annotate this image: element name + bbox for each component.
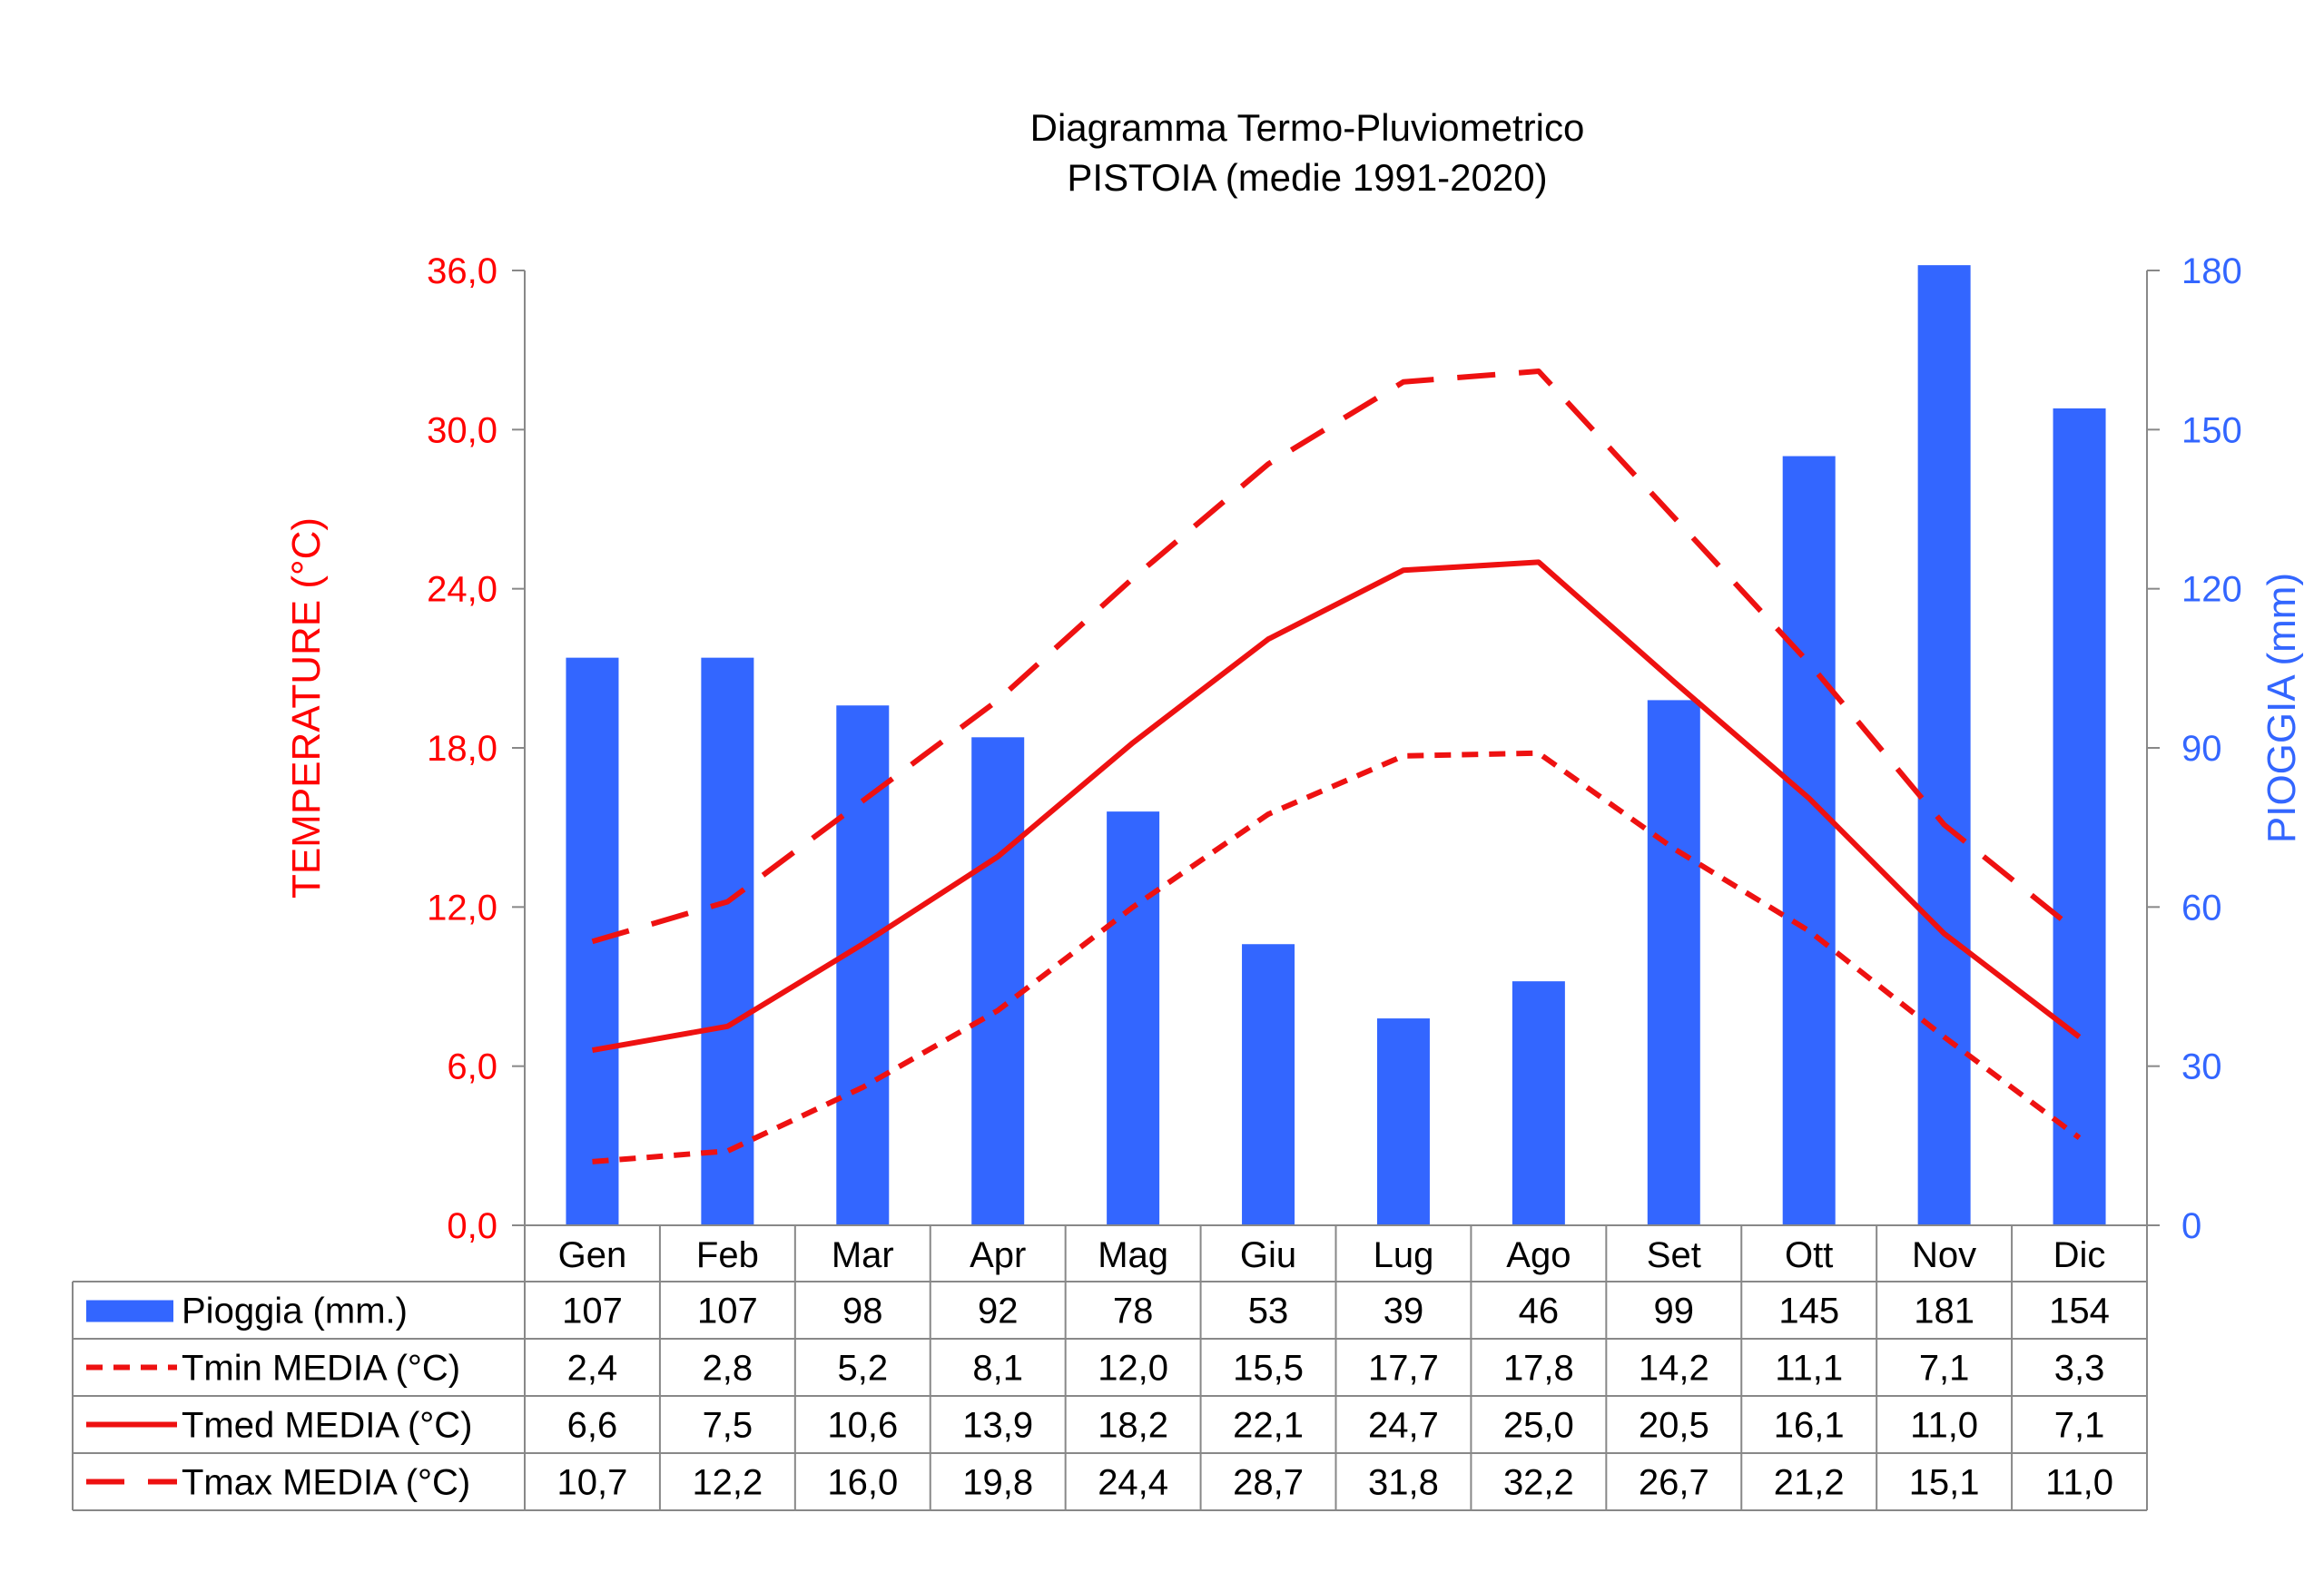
y-left-tick-label: 6,0 (447, 1047, 497, 1087)
legend-entry-label: Tmed MEDIA (°C) (182, 1406, 472, 1446)
y-right-tick-label: 30 (2181, 1047, 2222, 1087)
x-tick-label: Lug (1374, 1235, 1434, 1275)
y-right-tick-label: 180 (2181, 251, 2242, 291)
legend-entry-label: Tmax MEDIA (°C) (182, 1463, 470, 1503)
table-cell-value: 2,4 (567, 1349, 618, 1389)
line-tmin (592, 750, 2082, 1164)
x-tick-label: Ott (1785, 1235, 1833, 1275)
table-cell-value: 10,7 (557, 1463, 628, 1503)
table-cell-value: 7,5 (703, 1406, 753, 1446)
table-cell-value: 53 (1248, 1292, 1289, 1331)
table-cell-value: 181 (1914, 1292, 1974, 1331)
table-cell-value: 107 (562, 1292, 623, 1331)
table-cell-value: 92 (978, 1292, 1019, 1331)
table-cell-value: 15,1 (1909, 1463, 1980, 1503)
legend-key-bar (86, 1300, 173, 1322)
y-right-tick-label: 90 (2181, 729, 2222, 769)
y-left-tick-label: 24,0 (427, 570, 497, 610)
table-cell-value: 7,1 (2054, 1406, 2105, 1446)
table-cell-value: 8,1 (972, 1349, 1023, 1389)
y-left-tick-label: 18,0 (427, 729, 497, 769)
y-left-axis-label: TEMPERATURE (°C) (284, 517, 329, 899)
bar-set (1647, 700, 1700, 1225)
table-cell-value: 15,5 (1233, 1349, 1304, 1389)
table-cell-value: 14,2 (1639, 1349, 1709, 1389)
table-cell-value: 24,7 (1368, 1406, 1439, 1446)
table-cell-value: 10,6 (827, 1406, 898, 1446)
table-cell-value: 17,7 (1368, 1349, 1439, 1389)
table-cell-value: 5,2 (837, 1349, 888, 1389)
table-cell-value: 22,1 (1233, 1406, 1304, 1446)
bar-nov (1917, 265, 1971, 1226)
y-right-tick-label: 150 (2181, 410, 2242, 450)
x-tick-label: Mar (832, 1235, 894, 1275)
bar-mar (836, 705, 890, 1225)
y-right-tick-label: 120 (2181, 570, 2242, 610)
table-cell-value: 78 (1113, 1292, 1154, 1331)
x-tick-label: Apr (970, 1235, 1026, 1275)
bar-gen (566, 657, 619, 1225)
line-tmed (591, 559, 2082, 1054)
table-cell-value: 12,0 (1098, 1349, 1168, 1389)
table-cell-value: 6,6 (567, 1406, 618, 1446)
x-tick-label: Dic (2053, 1235, 2106, 1275)
table-cell-value: 154 (2049, 1292, 2110, 1331)
table-cell-value: 19,8 (962, 1463, 1033, 1503)
y-right-tick-label: 0 (2181, 1206, 2201, 1246)
x-tick-label: Set (1647, 1235, 1701, 1275)
y-left-tick-label: 30,0 (427, 410, 497, 450)
x-tick-label: Ago (1506, 1235, 1571, 1275)
table-cell-value: 20,5 (1639, 1406, 1709, 1446)
bar-giu (1242, 944, 1295, 1225)
line-tmax (591, 368, 2082, 945)
table-cell-value: 145 (1778, 1292, 1839, 1331)
y-left-tick-label: 0,0 (447, 1206, 497, 1246)
table-cell-value: 32,2 (1503, 1463, 1574, 1503)
bar-lug (1376, 1018, 1430, 1225)
table-cell-value: 39 (1384, 1292, 1424, 1331)
legend-entry-label: Pioggia (mm.) (182, 1292, 408, 1331)
bar-ago (1512, 981, 1565, 1225)
bar-dic (2053, 408, 2106, 1225)
table-cell-value: 3,3 (2054, 1349, 2105, 1389)
table-cell-value: 12,2 (692, 1463, 763, 1503)
table-cell-value: 99 (1654, 1292, 1695, 1331)
chart-subtitle: PISTOIA (medie 1991-2020) (1067, 156, 1547, 199)
table-cell-value: 21,2 (1774, 1463, 1845, 1503)
table-cell-value: 16,0 (827, 1463, 898, 1503)
x-tick-label: Feb (696, 1235, 759, 1275)
x-tick-label: Mag (1098, 1235, 1168, 1275)
bar-ott (1782, 456, 1836, 1225)
x-tick-label: Gen (558, 1235, 627, 1275)
table-cell-value: 98 (842, 1292, 883, 1331)
table-cell-value: 16,1 (1774, 1406, 1845, 1446)
y-left-tick-label: 36,0 (427, 251, 497, 291)
y-right-tick-label: 60 (2181, 888, 2222, 928)
y-left-tick-label: 12,0 (427, 888, 497, 928)
table-cell-value: 26,7 (1639, 1463, 1709, 1503)
table-cell-value: 107 (697, 1292, 758, 1331)
table-cell-value: 46 (1519, 1292, 1560, 1331)
y-right-axis-label: PIOGGIA (mm) (2260, 573, 2304, 843)
bar-mag (1107, 811, 1160, 1225)
table-cell-value: 18,2 (1098, 1406, 1168, 1446)
table-cell-value: 11,0 (1910, 1406, 1978, 1446)
table-cell-value: 24,4 (1098, 1463, 1168, 1503)
legend-entry-label: Tmin MEDIA (°C) (182, 1349, 460, 1389)
table-cell-value: 11,1 (1775, 1349, 1843, 1389)
table-cell-value: 17,8 (1503, 1349, 1574, 1389)
table-cell-value: 7,1 (1919, 1349, 1970, 1389)
bar-apr (971, 737, 1025, 1225)
table-cell-value: 31,8 (1368, 1463, 1439, 1503)
table-cell-value: 13,9 (962, 1406, 1033, 1446)
table-cell-value: 11,0 (2045, 1463, 2113, 1503)
table-cell-value: 25,0 (1503, 1406, 1574, 1446)
bar-feb (701, 657, 754, 1225)
table-cell-value: 28,7 (1233, 1463, 1304, 1503)
x-tick-label: Giu (1240, 1235, 1296, 1275)
chart-title: Diagramma Termo-Pluviometrico (1030, 106, 1585, 149)
x-tick-label: Nov (1912, 1235, 1976, 1275)
table-cell-value: 2,8 (703, 1349, 753, 1389)
